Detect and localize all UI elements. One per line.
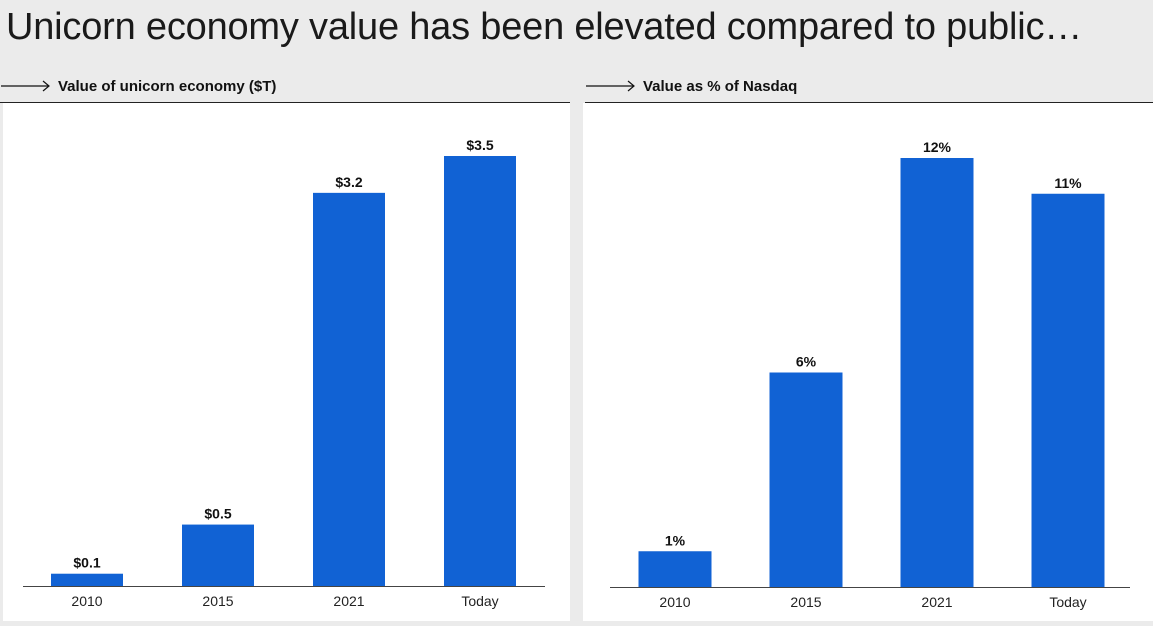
chart-title-left: Value of unicorn economy ($T) [58, 78, 277, 95]
bar-today [444, 156, 516, 586]
bar-2010 [638, 551, 712, 587]
data-label: $0.5 [204, 506, 231, 522]
chart-panel-right: 1% 2010 6% 2015 12% 2021 11% Today [583, 103, 1153, 621]
data-label: $3.2 [335, 174, 362, 190]
chart-header-right: Value as % of Nasdaq [585, 76, 1153, 103]
page-title: Unicorn economy value has been elevated … [6, 6, 1083, 48]
x-tick-label: 2010 [659, 594, 690, 610]
bar-chart-nasdaq-percent: 1% 2010 6% 2015 12% 2021 11% Today [610, 139, 1130, 610]
data-label: 6% [796, 354, 817, 370]
x-tick-label: 2021 [333, 593, 364, 609]
bar-2021 [313, 192, 385, 586]
data-label: 12% [923, 139, 952, 155]
x-tick-label: 2010 [71, 593, 102, 609]
arrow-right-icon [586, 80, 635, 92]
data-label: 11% [1054, 175, 1082, 191]
data-label: 1% [665, 532, 686, 548]
chart-header-left: Value of unicorn economy ($T) [0, 76, 570, 103]
bar-2021 [900, 158, 974, 587]
x-tick-label: 2015 [790, 594, 821, 610]
x-tick-label: Today [1049, 594, 1086, 610]
data-label: $3.5 [466, 137, 493, 153]
arrow-right-icon [1, 80, 50, 92]
x-tick-label: 2021 [921, 594, 952, 610]
data-label: $0.1 [73, 555, 100, 571]
bar-2010 [51, 573, 123, 586]
x-tick-label: 2015 [202, 593, 233, 609]
bar-chart-unicorn-value: $0.1 2010 $0.5 2015 $3.2 2021 $3.5 Today [23, 137, 545, 609]
bar-2015 [769, 372, 843, 587]
bar-2015 [182, 524, 254, 586]
bar-today [1031, 193, 1105, 587]
chart-title-right: Value as % of Nasdaq [643, 78, 798, 95]
chart-panel-left: $0.1 2010 $0.5 2015 $3.2 2021 $3.5 Today [3, 103, 570, 621]
x-tick-label: Today [461, 593, 498, 609]
